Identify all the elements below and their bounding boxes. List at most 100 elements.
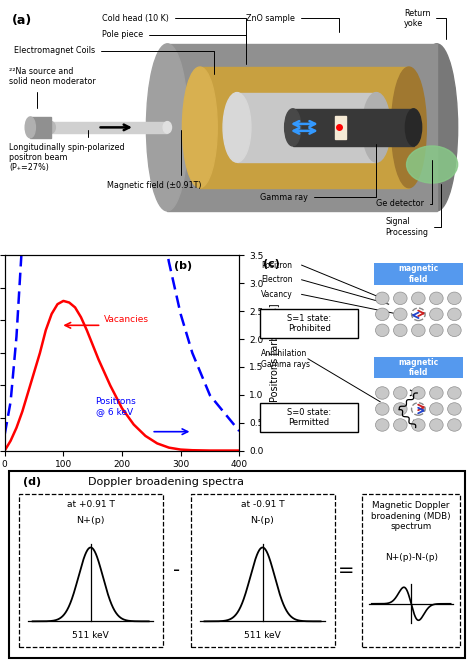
Circle shape bbox=[375, 308, 389, 320]
Vacancies bbox=[37, 349, 43, 357]
Circle shape bbox=[411, 387, 425, 399]
FancyBboxPatch shape bbox=[18, 494, 163, 647]
Circle shape bbox=[393, 419, 407, 432]
Vacancies bbox=[108, 381, 113, 389]
Line: Vacancies: Vacancies bbox=[5, 301, 239, 450]
Vacancies bbox=[178, 446, 183, 454]
Text: Return
yoke: Return yoke bbox=[404, 9, 446, 39]
Circle shape bbox=[393, 324, 407, 337]
Circle shape bbox=[375, 387, 389, 399]
Circle shape bbox=[393, 403, 407, 415]
Text: Doppler broadening spectra: Doppler broadening spectra bbox=[88, 477, 245, 487]
Ellipse shape bbox=[223, 92, 251, 162]
Vacancies bbox=[43, 326, 49, 334]
Vacancies bbox=[84, 326, 90, 334]
Circle shape bbox=[375, 292, 389, 304]
Text: N-(p): N-(p) bbox=[251, 516, 274, 525]
Vacancies bbox=[237, 446, 242, 454]
Text: Vacancies: Vacancies bbox=[104, 314, 149, 324]
Text: N+(p): N+(p) bbox=[76, 516, 105, 525]
Circle shape bbox=[447, 292, 461, 304]
Vacancies bbox=[96, 355, 101, 363]
Circle shape bbox=[393, 387, 407, 399]
Ellipse shape bbox=[392, 67, 426, 188]
Bar bbox=[237, 92, 376, 162]
Circle shape bbox=[429, 292, 443, 304]
FancyBboxPatch shape bbox=[374, 357, 463, 379]
X-axis label: Target depth [nm]: Target depth [nm] bbox=[78, 475, 166, 485]
FancyBboxPatch shape bbox=[363, 494, 460, 647]
Circle shape bbox=[447, 387, 461, 399]
Ellipse shape bbox=[416, 44, 457, 211]
Text: magnetic
field: magnetic field bbox=[398, 358, 438, 377]
Text: Positrons
@ 6 keV: Positrons @ 6 keV bbox=[96, 397, 137, 416]
Text: Annihilation
Gamma rays: Annihilation Gamma rays bbox=[261, 349, 310, 369]
Circle shape bbox=[447, 403, 461, 415]
Ellipse shape bbox=[182, 67, 217, 188]
Vacancies bbox=[66, 298, 72, 306]
Circle shape bbox=[411, 419, 425, 432]
Circle shape bbox=[393, 308, 407, 320]
Vacancies bbox=[31, 369, 37, 377]
Circle shape bbox=[447, 324, 461, 337]
Text: N+(p)-N-(p): N+(p)-N-(p) bbox=[385, 553, 438, 562]
Circle shape bbox=[411, 292, 425, 304]
Ellipse shape bbox=[163, 122, 172, 133]
Vacancies bbox=[2, 446, 8, 454]
Vacancies bbox=[19, 407, 25, 415]
FancyBboxPatch shape bbox=[191, 494, 335, 647]
FancyBboxPatch shape bbox=[260, 309, 358, 339]
Text: ²²Na source and
solid neon moderator: ²²Na source and solid neon moderator bbox=[9, 67, 96, 108]
Text: Pole piece: Pole piece bbox=[102, 30, 246, 64]
Vacancies bbox=[55, 300, 60, 308]
Circle shape bbox=[429, 419, 443, 432]
Text: Cold head (10 K): Cold head (10 K) bbox=[102, 14, 246, 43]
Text: Ge detector: Ge detector bbox=[376, 161, 432, 209]
Ellipse shape bbox=[47, 122, 55, 133]
Ellipse shape bbox=[146, 44, 188, 211]
Vacancies bbox=[8, 437, 13, 445]
Text: Signal
Processing: Signal Processing bbox=[386, 183, 441, 237]
Circle shape bbox=[429, 324, 443, 337]
Bar bbox=[167, 44, 437, 211]
Text: Magnetic Doppler
broadening (MDB)
spectrum: Magnetic Doppler broadening (MDB) spectr… bbox=[372, 501, 451, 531]
Text: Magnetic field (±0.91T): Magnetic field (±0.91T) bbox=[107, 130, 201, 190]
Vacancies bbox=[143, 432, 148, 440]
Circle shape bbox=[429, 403, 443, 415]
Text: Electron: Electron bbox=[261, 275, 293, 284]
Ellipse shape bbox=[407, 146, 457, 183]
Circle shape bbox=[447, 419, 461, 432]
Text: =: = bbox=[338, 561, 355, 580]
Text: Positron: Positron bbox=[261, 261, 292, 270]
FancyBboxPatch shape bbox=[374, 263, 463, 284]
Text: Gamma ray: Gamma ray bbox=[260, 144, 376, 201]
Text: S=0 state:
Permitted: S=0 state: Permitted bbox=[287, 407, 331, 427]
Circle shape bbox=[393, 292, 407, 304]
Vacancies bbox=[119, 404, 125, 412]
Bar bbox=[335, 116, 346, 139]
Vacancies bbox=[131, 421, 137, 429]
Text: ZnO sample: ZnO sample bbox=[246, 14, 339, 31]
Bar bbox=[51, 122, 167, 133]
Vacancies bbox=[72, 304, 78, 312]
Circle shape bbox=[429, 387, 443, 399]
Circle shape bbox=[375, 403, 389, 415]
Text: -: - bbox=[173, 561, 180, 580]
FancyBboxPatch shape bbox=[9, 471, 465, 658]
Bar bbox=[293, 109, 413, 146]
Ellipse shape bbox=[284, 109, 301, 146]
Vacancies bbox=[78, 313, 84, 321]
Ellipse shape bbox=[405, 109, 422, 146]
Circle shape bbox=[429, 308, 443, 320]
Text: (a): (a) bbox=[12, 13, 32, 27]
Vacancies bbox=[207, 446, 213, 454]
Y-axis label: Positrons [arb.units]: Positrons [arb.units] bbox=[269, 304, 279, 402]
Text: magnetic
field: magnetic field bbox=[398, 264, 438, 284]
Text: at +0.91 T: at +0.91 T bbox=[67, 500, 115, 509]
FancyBboxPatch shape bbox=[260, 403, 358, 432]
Vacancies bbox=[166, 444, 172, 452]
Vacancies bbox=[190, 446, 195, 454]
Text: Longitudinally spin-polarized
positron beam
(P₊=27%): Longitudinally spin-polarized positron b… bbox=[9, 130, 125, 173]
Circle shape bbox=[375, 324, 389, 337]
Vacancies bbox=[155, 440, 160, 448]
